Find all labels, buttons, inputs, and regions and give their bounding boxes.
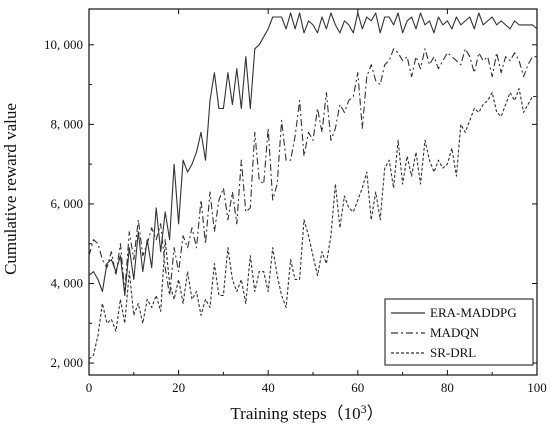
legend: ERA-MADDPG MADQN SR-DRL [384,298,534,366]
x-tick-label: 80 [441,380,454,395]
x-tick-label: 60 [351,380,364,395]
y-axis-title: Cumulative reward value [1,103,20,275]
x-tick-label: 20 [172,380,185,395]
legend-label: MADQN [430,325,480,340]
x-axis-title-main: Training steps（10 [230,404,360,423]
y-tick-label: 2, 000 [51,355,84,370]
x-tick-label: 40 [262,380,275,395]
y-tick-label: 8, 000 [51,116,84,131]
x-tick-label: 0 [86,380,93,395]
legend-label: SR-DRL [430,345,476,360]
x-axis-title: Training steps（103） [230,402,383,423]
y-tick-label: 10, 000 [44,37,83,52]
y-tick-label: 4, 000 [51,276,84,291]
x-axis-title-sup: 3 [361,402,367,416]
legend-label: ERA-MADDPG [430,305,517,320]
x-tick-label: 100 [527,380,547,395]
legend-box [384,298,534,366]
y-tick-label: 6, 000 [51,196,84,211]
x-axis-title-suffix: ） [367,404,384,423]
series-line-era-maddpg [88,12,538,296]
series-line-madqn [88,48,537,296]
series-line-sr-drl [88,88,537,360]
